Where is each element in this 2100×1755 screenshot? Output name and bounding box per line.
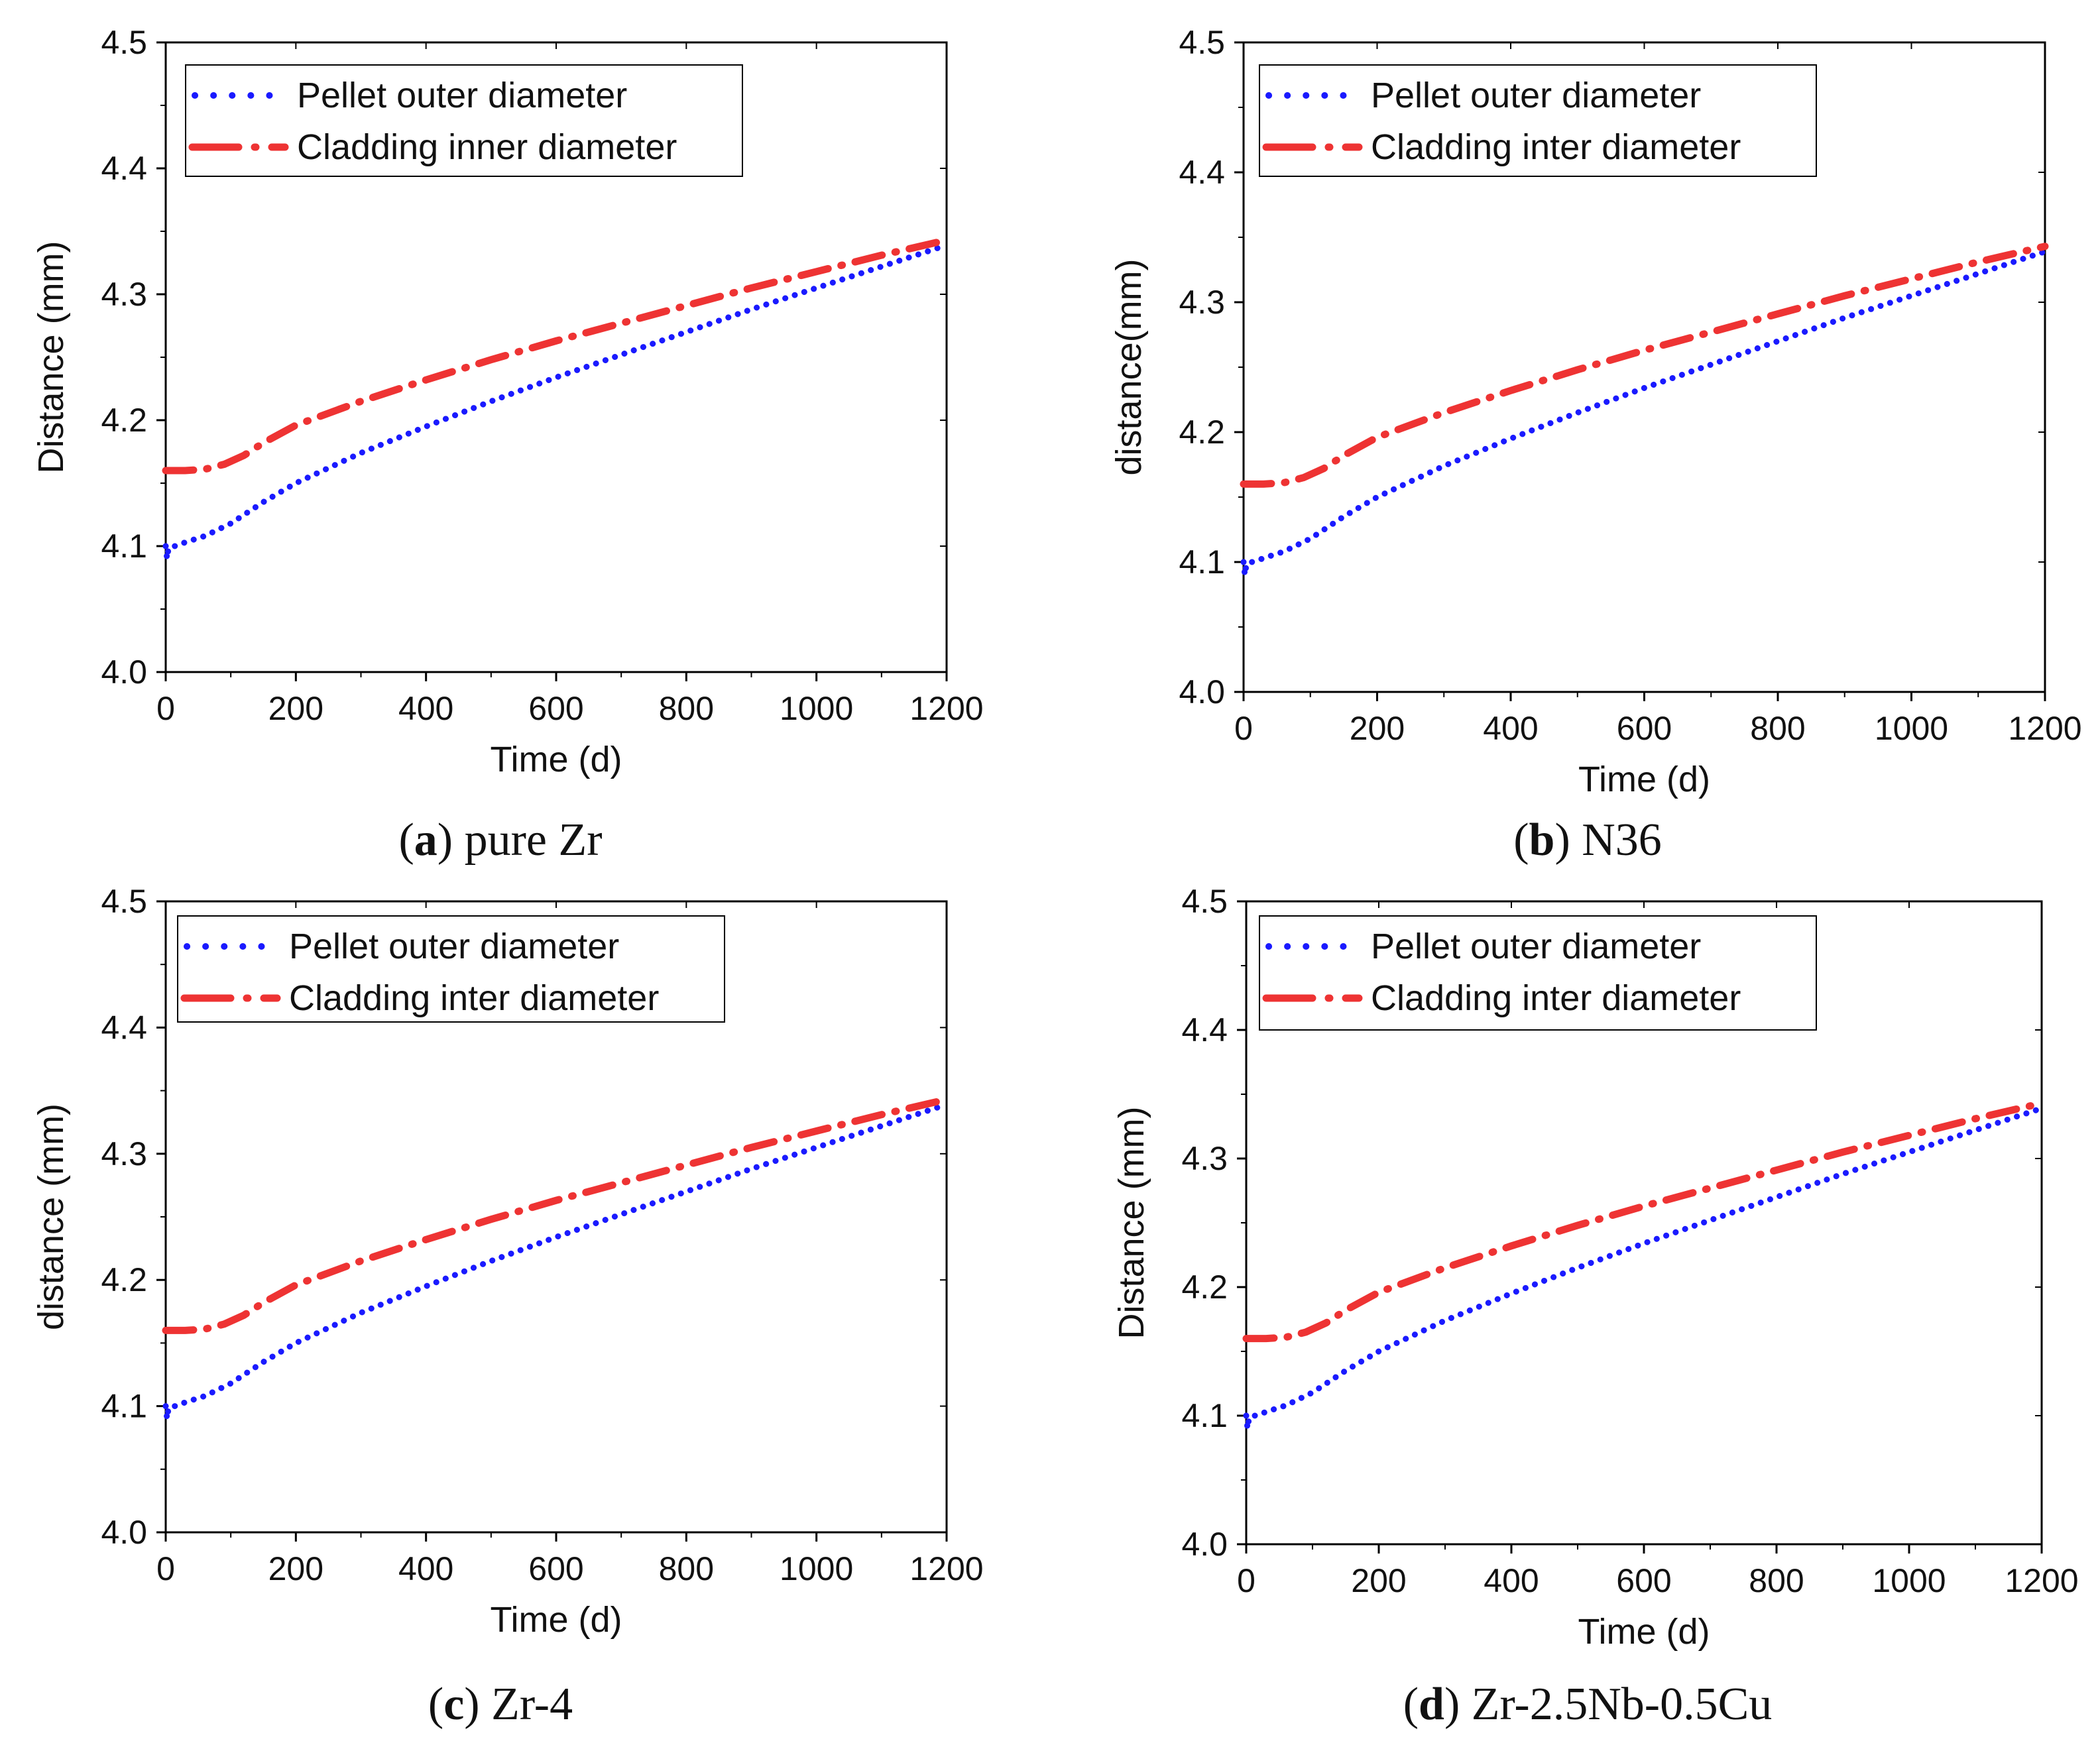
x-tick-label: 400 [398,690,453,727]
y-axis-label: distance (mm) [31,1104,71,1330]
y-tick-label: 4.2 [101,1261,147,1298]
x-tick-label: 800 [659,690,714,727]
x-tick-label: 1000 [780,1550,853,1587]
x-tick-label: 800 [1750,710,1805,747]
y-tick-label: 4.5 [1181,883,1228,920]
panel-letter: c [443,1679,464,1730]
x-tick-label: 1000 [780,690,853,727]
y-tick-label: 4.0 [101,653,147,691]
y-tick-label: 4.2 [1179,414,1225,451]
y-tick-label: 4.1 [101,528,147,565]
series-line-cladding [1240,243,2049,488]
x-tick-label: 200 [1351,1562,1406,1599]
x-tick-label: 1200 [2008,710,2081,747]
y-tick-label: 4.3 [1179,284,1225,321]
legend-box [1259,64,1817,177]
y-tick-label: 4.4 [101,1009,147,1046]
series-line-pellet [1240,249,2048,576]
x-tick-label: 0 [156,690,175,727]
y-tick-label: 4.1 [1181,1397,1228,1434]
legend-label: Pellet outer diameter [1371,76,1701,115]
x-tick-label: 600 [1617,710,1672,747]
x-axis-label: Time (d) [1578,760,1710,799]
series-line-cladding [162,1096,951,1334]
series-line-pellet [162,242,950,559]
chart-panel-d: 4.0 4.1 4.2 4.3 4.4 4.5 0 200 400 600 800 1000 1200 T… [1112,883,2079,1730]
panel-caption: (c) Zr-4 [428,1679,573,1730]
x-tick-label: 600 [528,1550,583,1587]
x-tick-label: 0 [1234,710,1253,747]
y-tick-label: 4.1 [1179,543,1225,581]
panel-caption-text: N36 [1582,815,1662,866]
legend-box [1259,915,1817,1031]
y-tick-label: 4.3 [1181,1140,1228,1177]
panel-letter: b [1529,815,1555,866]
x-tick-label: 200 [1350,710,1405,747]
panel-caption-text: Zr-2.5Nb-0.5Cu [1472,1679,1773,1730]
legend-box [185,64,743,177]
x-axis-label: Time (d) [491,1600,622,1640]
y-tick-label: 4.5 [101,883,147,920]
x-tick-label: 1000 [1875,710,1948,747]
y-tick-label: 4.3 [101,1135,147,1172]
x-tick-label: 1000 [1872,1562,1946,1599]
x-tick-label: 800 [659,1550,714,1587]
y-tick-label: 4.3 [101,276,147,313]
y-tick-label: 4.2 [101,402,147,439]
y-tick-label: 4.5 [1179,24,1225,61]
x-tick-label: 200 [268,1550,323,1587]
panel-letter: a [414,815,438,866]
series-line-pellet [1243,1105,2045,1430]
legend-label: Cladding inter diameter [1371,978,1741,1018]
y-tick-label: 4.1 [101,1388,147,1425]
x-tick-label: 400 [1483,710,1538,747]
legend-label: Pellet outer diameter [1371,927,1701,966]
x-tick-label: 400 [1484,1562,1539,1599]
x-axis-label: Time (d) [491,740,622,779]
y-tick-label: 4.4 [1181,1011,1228,1048]
series-line-pellet [162,1102,950,1420]
series-line-cladding [1242,1100,2046,1343]
chart-panel-c: 4.0 4.1 4.2 4.3 4.4 4.5 0 200 400 600 800 1000 1200 T… [31,883,984,1730]
legend-label: Pellet outer diameter [297,76,627,115]
y-tick-label: 4.0 [1181,1526,1228,1563]
x-tick-label: 600 [1616,1562,1671,1599]
series-line-cladding [162,236,951,475]
x-axis-label: Time (d) [1578,1612,1710,1652]
panel-letter: d [1419,1679,1444,1730]
x-tick-label: 1200 [2005,1562,2078,1599]
legend-label: Cladding inter diameter [1371,127,1741,167]
x-tick-label: 200 [268,690,323,727]
x-tick-label: 1200 [909,690,983,727]
x-tick-label: 800 [1749,1562,1804,1599]
legend-label: Pellet outer diameter [289,927,619,966]
chart-panel-b: 4.0 4.1 4.2 4.3 4.4 4.5 0 200 400 600 800 1000 1200 T… [1109,24,2082,866]
chart-panel-a: 4.0 4.1 4.2 4.3 4.4 4.5 0 200 400 600 800 1000 1200 T… [31,24,984,866]
y-axis-label: Distance (mm) [31,241,71,473]
x-tick-label: 0 [1237,1562,1255,1599]
x-tick-label: 0 [156,1550,175,1587]
y-tick-label: 4.2 [1181,1269,1228,1306]
panel-caption: (b) N36 [1513,815,1662,866]
x-tick-label: 600 [528,690,583,727]
y-tick-label: 4.0 [1179,673,1225,710]
y-axis-label: distance(mm) [1109,258,1149,475]
legend-label: Cladding inner diameter [297,127,677,167]
y-tick-label: 4.4 [101,150,147,187]
y-tick-label: 4.0 [101,1514,147,1551]
panel-caption: (d) Zr-2.5Nb-0.5Cu [1403,1679,1773,1730]
x-tick-label: 1200 [909,1550,983,1587]
panel-caption-text: Zr-4 [491,1679,573,1730]
y-axis-label: Distance (mm) [1112,1106,1151,1339]
y-tick-label: 4.4 [1179,154,1225,191]
legend-box [177,915,725,1023]
panel-caption: (a) pure Zr [398,815,602,866]
y-tick-label: 4.5 [101,24,147,61]
legend-label: Cladding inter diameter [289,978,659,1018]
panel-caption-text: pure Zr [465,815,603,866]
x-tick-label: 400 [398,1550,453,1587]
